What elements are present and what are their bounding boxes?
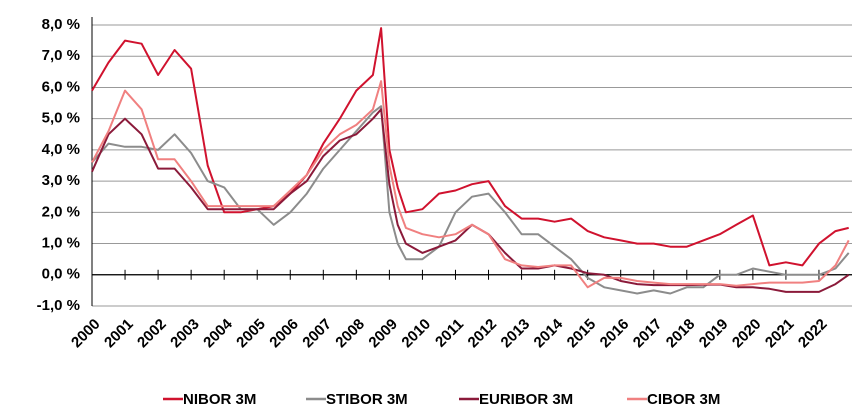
y-tick-label: 3,0 % <box>42 172 80 189</box>
x-tick-label: 2005 <box>233 316 269 352</box>
x-tick-label: 2011 <box>432 316 467 351</box>
legend-label: EURIBOR 3M <box>479 391 573 408</box>
y-tick-label: 8,0 % <box>42 16 80 33</box>
x-tick-label: 2018 <box>663 316 699 352</box>
legend-label: STIBOR 3M <box>326 391 408 408</box>
y-tick-label: 2,0 % <box>42 203 80 220</box>
series-line <box>91 105 850 295</box>
x-tick-label: 2008 <box>332 316 368 352</box>
y-tick-label: 1,0 % <box>42 235 80 252</box>
x-tick-label: 2019 <box>696 316 732 352</box>
x-tick-label: 2004 <box>200 315 236 351</box>
x-tick-label: 2009 <box>365 316 401 352</box>
x-tick-label: 2015 <box>564 316 600 352</box>
y-tick-label: 0,0 % <box>42 266 80 283</box>
x-tick-label: 2006 <box>266 316 302 352</box>
x-tick-label: 2021 <box>762 316 798 352</box>
x-tick-label: 2014 <box>531 315 567 351</box>
x-tick-label: 2017 <box>630 316 666 352</box>
y-tick-label: 7,0 % <box>42 47 80 64</box>
x-tick-label: 2003 <box>167 316 203 352</box>
x-tick-label: 2002 <box>134 316 170 352</box>
x-tick-label: 2022 <box>795 316 831 352</box>
x-tick-label: 2013 <box>498 316 534 352</box>
x-tick-label: 2007 <box>299 316 335 352</box>
legend-label: CIBOR 3M <box>647 391 720 408</box>
series-line <box>91 80 850 289</box>
x-tick-label: 2016 <box>597 316 633 352</box>
legend-label: NIBOR 3M <box>183 391 256 408</box>
x-tick-label: 2020 <box>729 316 765 352</box>
y-tick-label: -1,0 % <box>37 297 80 314</box>
x-tick-label: 2001 <box>101 316 137 352</box>
series-line <box>91 108 850 293</box>
x-tick-label: 2000 <box>68 316 104 352</box>
x-tick-label: 2012 <box>465 316 501 352</box>
y-tick-label: 4,0 % <box>42 141 80 158</box>
y-tick-label: 5,0 % <box>42 110 80 127</box>
y-tick-label: 6,0 % <box>42 78 80 95</box>
x-tick-label: 2010 <box>398 316 434 352</box>
series-line <box>91 27 849 267</box>
